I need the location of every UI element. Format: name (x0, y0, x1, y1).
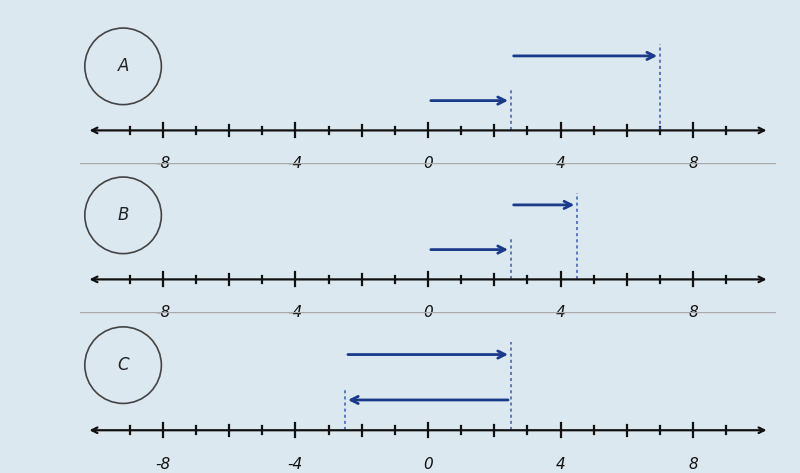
Text: -4: -4 (288, 457, 303, 472)
Text: A: A (118, 57, 129, 75)
Text: B: B (118, 206, 129, 224)
Text: 8: 8 (688, 457, 698, 472)
Text: C: C (118, 356, 129, 374)
Text: -8: -8 (155, 457, 170, 472)
Text: 4: 4 (556, 157, 566, 172)
Text: 4: 4 (556, 457, 566, 472)
Text: 4: 4 (556, 306, 566, 321)
Text: 8: 8 (688, 157, 698, 172)
Text: -4: -4 (288, 157, 303, 172)
Text: 0: 0 (423, 457, 433, 472)
Text: 0: 0 (423, 306, 433, 321)
Text: -8: -8 (155, 306, 170, 321)
Text: 0: 0 (423, 157, 433, 172)
Text: -8: -8 (155, 157, 170, 172)
Text: 8: 8 (688, 306, 698, 321)
Text: -4: -4 (288, 306, 303, 321)
